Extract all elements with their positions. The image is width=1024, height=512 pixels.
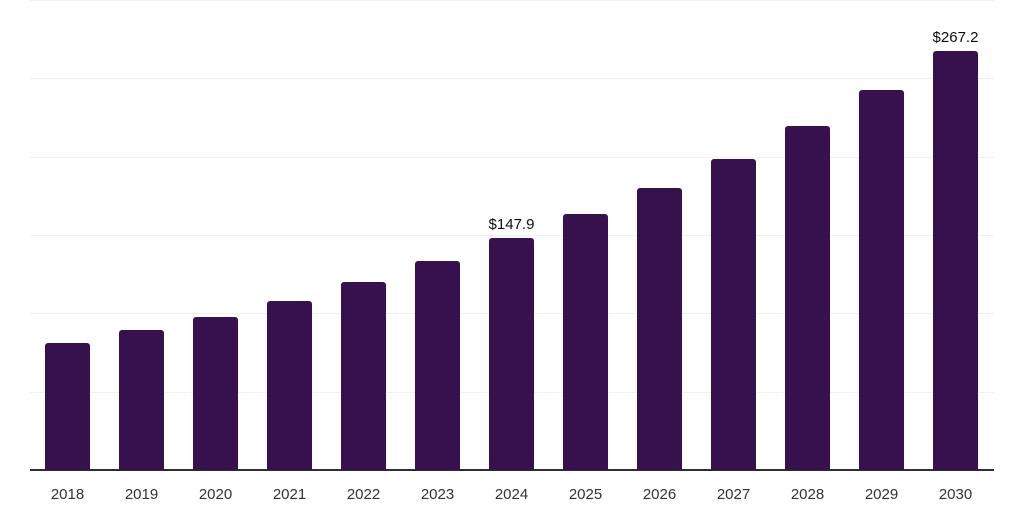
x-axis-label-2023: 2023 <box>420 486 455 503</box>
bar-2025 <box>563 214 608 470</box>
gridline-150 <box>30 235 994 236</box>
x-axis-label-2021: 2021 <box>272 486 307 503</box>
x-axis-label-2025: 2025 <box>568 486 603 503</box>
bar-2030 <box>933 51 978 470</box>
x-axis-label-2027: 2027 <box>716 486 751 503</box>
bar-2024 <box>489 238 534 470</box>
data-label-2024: $147.9 <box>488 216 535 234</box>
x-axis-label-2022: 2022 <box>346 486 381 503</box>
bar-2022 <box>341 282 386 470</box>
gridline-250 <box>30 78 994 80</box>
gridline-300 <box>30 0 994 1</box>
x-axis-label-2030: 2030 <box>938 486 973 503</box>
bar-2029 <box>859 89 904 470</box>
x-axis-label-2029: 2029 <box>864 486 899 503</box>
x-axis-line <box>30 469 994 471</box>
data-label-2030: $267.2 <box>932 29 979 47</box>
plot-area: $147.9 $267.2 <box>30 0 994 471</box>
x-axis-label-2028: 2028 <box>790 486 825 503</box>
bar-2021 <box>267 301 312 470</box>
bar-2020 <box>193 316 238 470</box>
gridline-200 <box>30 156 994 158</box>
bar-2023 <box>415 261 460 470</box>
x-axis-label-2020: 2020 <box>198 486 233 503</box>
x-axis-label-2019: 2019 <box>124 486 159 503</box>
x-axis-label-2024: 2024 <box>494 486 529 503</box>
bar-2027 <box>711 159 756 470</box>
x-axis-label-2026: 2026 <box>642 486 677 503</box>
bar-2019 <box>119 329 164 470</box>
bar-2028 <box>785 125 830 470</box>
bar-2018 <box>45 342 90 470</box>
x-axis-label-2018: 2018 <box>50 486 85 503</box>
bar-2026 <box>637 188 682 470</box>
